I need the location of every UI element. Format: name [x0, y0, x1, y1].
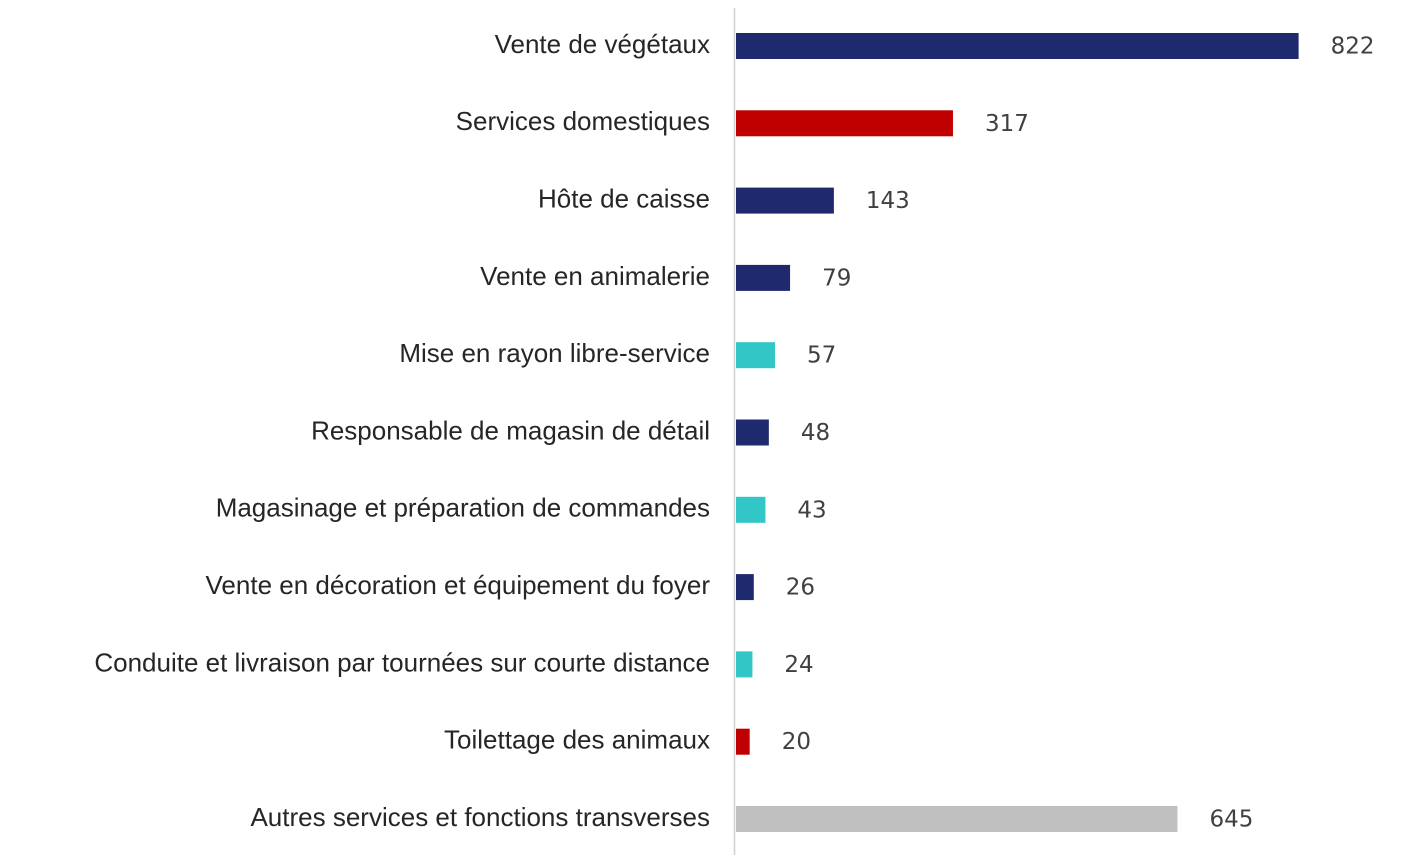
category-label: Mise en rayon libre-service	[399, 338, 710, 368]
category-label: Vente en animalerie	[480, 261, 710, 291]
category-label: Vente en décoration et équipement du foy…	[206, 570, 711, 600]
category-label: Toilettage des animaux	[444, 725, 710, 755]
value-label: 48	[801, 420, 830, 446]
category-label: Responsable de magasin de détail	[311, 415, 710, 445]
bar	[736, 110, 953, 137]
value-label: 317	[985, 111, 1029, 137]
bar	[736, 728, 750, 755]
category-label: Autres services et fonctions transverses	[250, 802, 710, 832]
value-label: 24	[784, 652, 813, 678]
value-label: 79	[822, 265, 851, 291]
value-label: 822	[1331, 34, 1375, 60]
category-label: Magasinage et préparation de commandes	[216, 493, 710, 523]
value-label: 645	[1209, 807, 1253, 833]
category-label: Services domestiques	[456, 106, 710, 136]
bar	[736, 264, 791, 291]
value-label: 43	[797, 497, 826, 523]
value-label: 57	[807, 343, 836, 369]
bar	[736, 651, 753, 678]
bar	[736, 342, 776, 369]
value-label: 26	[786, 575, 815, 601]
bar	[736, 496, 766, 523]
bar	[736, 806, 1178, 832]
category-label: Hôte de caisse	[538, 183, 710, 213]
category-label: Conduite et livraison par tournées sur c…	[94, 647, 710, 677]
bar	[736, 574, 754, 601]
bar	[736, 419, 769, 446]
value-label: 143	[866, 188, 910, 214]
value-label: 20	[782, 729, 811, 755]
bar	[736, 33, 1299, 59]
category-label: Vente de végétaux	[495, 29, 710, 59]
bar	[736, 187, 834, 214]
